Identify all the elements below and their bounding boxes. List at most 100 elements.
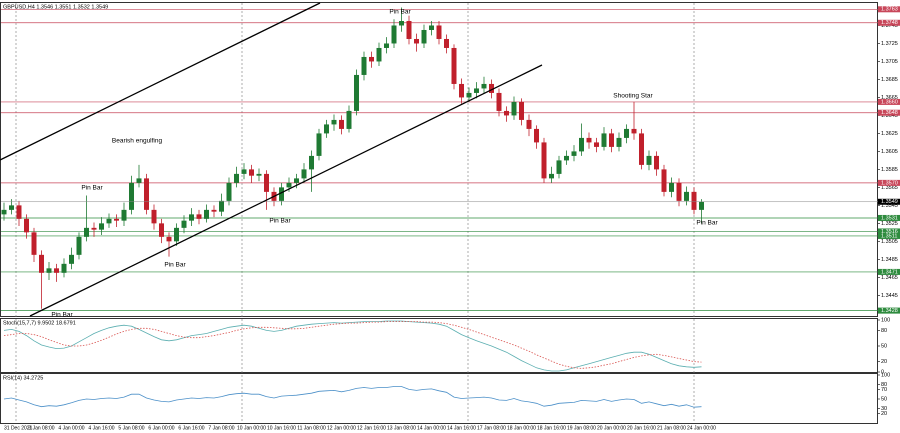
candle-body bbox=[316, 133, 322, 156]
candle-body bbox=[241, 169, 247, 174]
level-label-box bbox=[878, 19, 900, 26]
candle-body bbox=[54, 268, 59, 273]
candle-body bbox=[9, 205, 14, 210]
candle-body bbox=[46, 268, 52, 273]
candle-body bbox=[459, 83, 464, 98]
candle-body bbox=[294, 178, 299, 183]
candle-body bbox=[639, 133, 644, 165]
candle-body bbox=[616, 137, 622, 147]
level-label: 1.3763 bbox=[881, 7, 898, 13]
y-tick-label: 1.3525 bbox=[881, 221, 898, 227]
stoch-title: Stoch(15,7,7) 9.9502 18.6791 bbox=[3, 320, 76, 326]
level-label-box bbox=[878, 214, 900, 221]
annotation: Pin Bar bbox=[269, 218, 291, 225]
candle-body bbox=[654, 155, 659, 170]
candle-body bbox=[39, 254, 44, 273]
candle-body bbox=[414, 38, 419, 44]
candle-body bbox=[421, 29, 427, 44]
candle-body bbox=[189, 214, 194, 221]
candle-body bbox=[511, 101, 517, 116]
candle-body bbox=[609, 133, 614, 147]
y-tick-label: 1.3485 bbox=[881, 257, 898, 263]
candle-body bbox=[339, 119, 344, 129]
level-label: 1.3516 bbox=[881, 229, 898, 235]
annotation: Pin Bar bbox=[164, 262, 186, 269]
x-tick-label: 5 Jan 08:00 bbox=[118, 425, 144, 431]
annotation: Shooting Star bbox=[613, 93, 653, 100]
y-tick-label: 50 bbox=[881, 396, 887, 402]
x-tick-label: 31 Dec 2021 bbox=[4, 425, 33, 431]
indicator-line bbox=[3, 321, 702, 369]
level-label: 1.3428 bbox=[881, 308, 898, 314]
candle-body bbox=[91, 227, 97, 230]
candle-body bbox=[399, 20, 404, 26]
candle-body bbox=[129, 182, 134, 210]
y-tick-label: 20 bbox=[881, 359, 887, 365]
candle-body bbox=[624, 128, 629, 138]
candle-body bbox=[669, 182, 674, 192]
candle-body bbox=[684, 191, 689, 201]
y-tick-label: 100 bbox=[881, 372, 890, 378]
candle-body bbox=[211, 209, 217, 212]
x-tick-label: 19 Jan 08:00 bbox=[567, 425, 596, 431]
annotation: Bearish engulfing bbox=[112, 138, 163, 145]
candle-body bbox=[661, 169, 667, 192]
indicator-line bbox=[3, 320, 702, 372]
x-tick-label: 12 Jan 16:00 bbox=[357, 425, 386, 431]
y-tick-label: 1.3465 bbox=[881, 275, 898, 281]
x-tick-label: 18 Jan 00:00 bbox=[507, 425, 536, 431]
candle-body bbox=[699, 201, 704, 210]
plot: 1.34451.34651.34851.35051.35251.35451.35… bbox=[1, 6, 900, 431]
candle-body bbox=[331, 119, 337, 125]
candle-body bbox=[144, 178, 149, 210]
candle-body bbox=[76, 236, 82, 255]
x-tick-label: 20 Jan 00:00 bbox=[597, 425, 626, 431]
annotation: Pin Bar bbox=[696, 220, 718, 227]
candle-body bbox=[106, 218, 112, 224]
level-label-box bbox=[878, 109, 900, 116]
candle-body bbox=[526, 119, 532, 129]
candle-body bbox=[234, 173, 239, 183]
level-label-box bbox=[878, 6, 900, 13]
y-tick-label: 80 bbox=[881, 382, 887, 388]
trendline bbox=[0, 2, 321, 161]
candle-body bbox=[196, 214, 202, 219]
level-label-box bbox=[878, 98, 900, 105]
y-tick-label: 100 bbox=[881, 317, 890, 323]
candle-body bbox=[504, 110, 509, 116]
x-tick-label: 18 Jan 16:00 bbox=[537, 425, 566, 431]
candle-body bbox=[31, 232, 37, 255]
y-tick-label: 70 bbox=[881, 387, 887, 393]
level-label-box bbox=[878, 268, 900, 275]
candle-body bbox=[601, 133, 607, 147]
x-tick-label: 6 Jan 00:00 bbox=[148, 425, 174, 431]
candle-body bbox=[61, 263, 67, 273]
y-tick-label: 1.3545 bbox=[881, 203, 898, 209]
y-tick-label: 1.3505 bbox=[881, 239, 898, 245]
candle-body bbox=[204, 209, 209, 219]
candle-body bbox=[429, 25, 434, 30]
candle-body bbox=[564, 155, 569, 161]
candle-body bbox=[16, 205, 22, 219]
candle-body bbox=[541, 142, 547, 179]
y-tick-label: 20 bbox=[881, 411, 887, 417]
candle-body bbox=[226, 182, 232, 201]
candle-body bbox=[309, 155, 314, 170]
stoch-frame bbox=[0, 318, 878, 373]
candle-body bbox=[99, 223, 104, 230]
candle-body bbox=[24, 218, 29, 233]
level-label: 1.3660 bbox=[881, 99, 898, 105]
x-tick-label: 11 Jan 08:00 bbox=[297, 425, 326, 431]
separators bbox=[15, 3, 695, 423]
candle-body bbox=[691, 191, 697, 210]
x-tick-label: 3 Jan 08:00 bbox=[28, 425, 54, 431]
candle-body bbox=[301, 169, 307, 179]
candle-body bbox=[136, 178, 142, 183]
candle-body bbox=[264, 173, 269, 192]
candle-body bbox=[496, 92, 502, 111]
candle-body bbox=[174, 227, 179, 242]
level-label-box bbox=[878, 232, 900, 239]
candle-body bbox=[84, 227, 89, 237]
annotation: Pin Bar bbox=[81, 185, 103, 192]
